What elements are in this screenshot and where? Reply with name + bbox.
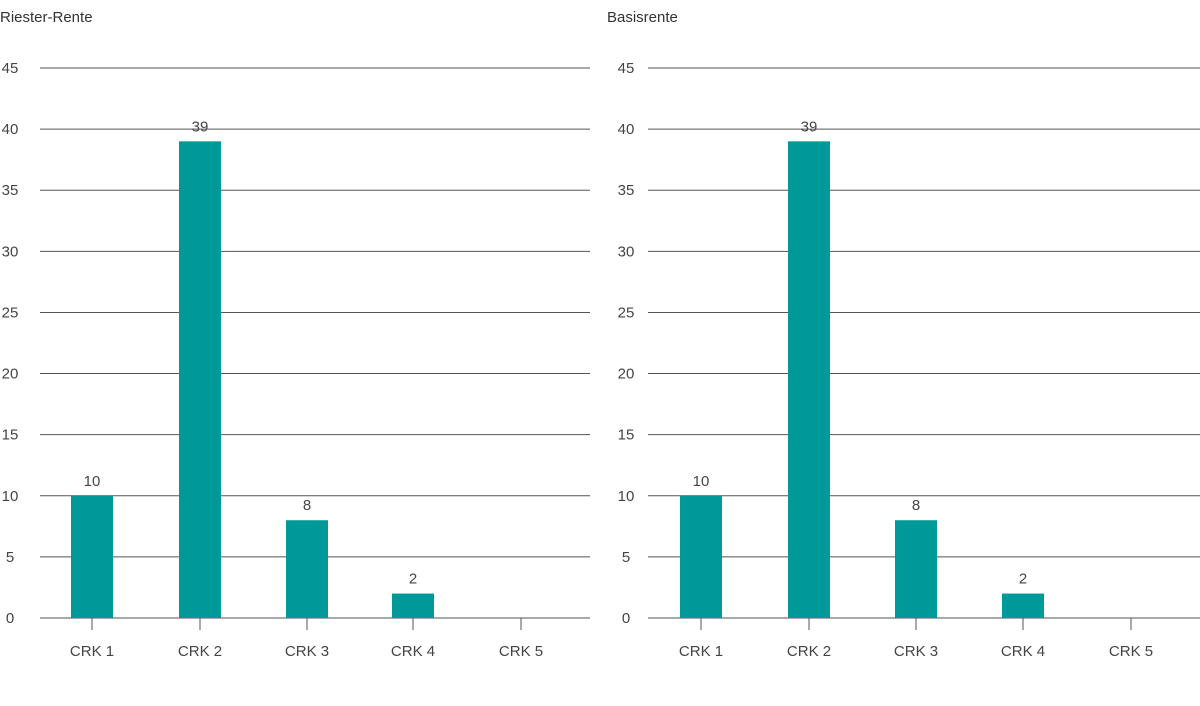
chart-title: Riester-Rente [0,9,93,26]
bar [788,141,830,619]
y-tick-label: 0 [622,610,630,627]
x-tick-label: CRK 5 [1109,643,1153,660]
bar [680,495,722,618]
y-tick-label: 25 [618,304,635,321]
y-tick-label: 5 [6,549,14,566]
x-tick-label: CRK 4 [391,643,435,660]
x-tick-label: CRK 3 [894,643,938,660]
data-label: 10 [84,473,101,490]
bar [1002,593,1044,618]
x-tick-label: CRK 1 [679,643,723,660]
x-tick-label: CRK 4 [1001,643,1045,660]
data-label: 10 [693,473,710,490]
data-label: 8 [303,497,311,514]
data-label: 2 [409,571,417,588]
y-tick-label: 35 [2,182,19,199]
data-label: 8 [912,497,920,514]
data-label: 39 [801,118,818,135]
y-tick-label: 0 [6,610,14,627]
bar [392,593,434,618]
y-tick-label: 35 [618,182,635,199]
y-tick-label: 40 [2,121,19,138]
y-tick-label: 15 [2,427,19,444]
y-tick-label: 40 [618,121,635,138]
x-tick-label: CRK 3 [285,643,329,660]
chart-panel-riester: Riester-Rente 0 5 10 15 20 25 30 35 40 45 CRK 1 10 C… [0,9,590,660]
bar-chart-riester: 0 5 10 15 20 25 30 35 40 45 CRK 1 10 CRK 2 39 CRK 3 8 CR… [2,60,590,660]
y-tick-label: 10 [2,488,19,505]
y-tick-label: 30 [2,243,19,260]
y-tick-label: 20 [2,366,19,383]
chart-title: Basisrente [607,9,678,26]
bar [895,520,937,618]
y-tick-label: 15 [618,427,635,444]
x-tick-label: CRK 5 [499,643,543,660]
x-tick-label: CRK 1 [70,643,114,660]
bar [286,520,328,618]
y-tick-label: 45 [2,60,19,77]
chart-panel-basis: Basisrente 0 5 10 15 20 25 30 35 40 45 CRK 1 10 CRK … [600,0,1200,706]
y-tick-label: 10 [618,488,635,505]
y-tick-label: 5 [622,549,630,566]
bar-chart-basis: 0 5 10 15 20 25 30 35 40 45 CRK 1 10 CRK 2 39 CRK 3 8 CR… [618,60,1200,660]
data-label: 2 [1019,571,1027,588]
bar [179,141,221,619]
y-tick-label: 45 [618,60,635,77]
x-tick-label: CRK 2 [178,643,222,660]
y-tick-label: 25 [2,304,19,321]
y-tick-label: 30 [618,243,635,260]
bar [71,495,113,618]
data-label: 39 [192,118,209,135]
y-tick-label: 20 [618,366,635,383]
x-tick-label: CRK 2 [787,643,831,660]
